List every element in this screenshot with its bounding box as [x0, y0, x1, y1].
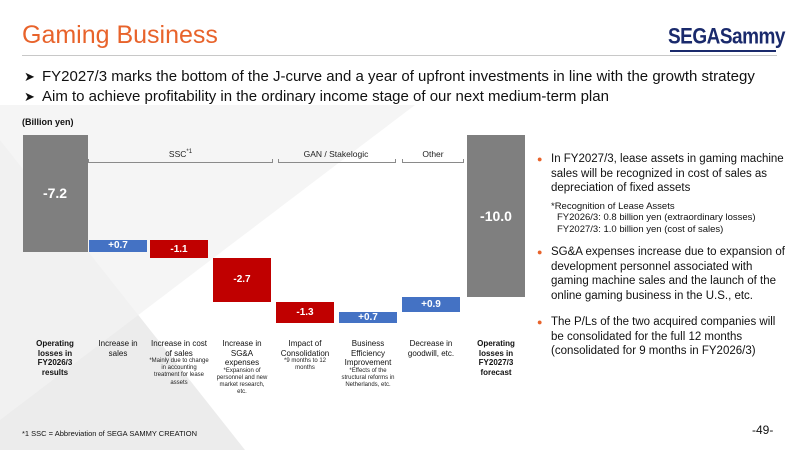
category-label-2: Increase in sales — [90, 339, 146, 358]
category-name: Impact of Consolidation — [280, 339, 330, 358]
group-bracket-other — [402, 159, 464, 163]
category-label-8: Operating losses in FY2027/3 forecast — [465, 339, 527, 377]
notes-panel: ● In FY2027/3, lease assets in gaming ma… — [537, 152, 787, 359]
bar-value-label: +0.9 — [421, 298, 441, 310]
bar-value-label: +0.7 — [108, 240, 128, 252]
bullet-dot-icon: ● — [537, 247, 543, 257]
lease-assets-note: *Recognition of Lease Assets FY2026/3: 0… — [551, 201, 787, 236]
bullet-dot-icon: ● — [537, 317, 543, 327]
bar-value-label: -2.7 — [233, 274, 251, 286]
category-name: Operating losses in FY2027/3 forecast — [477, 339, 515, 377]
bar-value-label: -1.1 — [170, 243, 188, 255]
waterfall-bar-2: +0.7 — [89, 240, 147, 252]
headline-bullets: ➤ FY2027/3 marks the bottom of the J-cur… — [24, 67, 755, 107]
category-label-1: Operating losses in FY2026/3 results — [25, 339, 85, 377]
waterfall-bar-5: -1.3 — [276, 301, 334, 323]
waterfall-bar-8: -10.0 — [467, 135, 525, 297]
waterfall-bar-6: +0.7 — [339, 311, 397, 323]
footnote: *1 SSC = Abbreviation of SEGA SAMMY CREA… — [22, 429, 198, 438]
group-bracket-gan — [278, 159, 396, 163]
note-item-3-text: The P/Ls of the two acquired companies w… — [551, 316, 776, 357]
sega-sammy-logo: SEGASammy — [668, 24, 785, 52]
category-name: Increase in SG&A expenses — [222, 339, 262, 367]
group-ssc-text: SSC — [168, 149, 187, 159]
waterfall-bar-4: -2.7 — [213, 258, 271, 302]
group-ssc-sup: *1 — [186, 149, 193, 156]
category-note: *Effects of the structural reforms in Ne… — [341, 367, 395, 388]
logo-underline — [670, 50, 776, 52]
bar-value-label: -1.3 — [296, 306, 314, 318]
note-item-1-text: In FY2027/3, lease assets in gaming mach… — [551, 153, 784, 194]
arrow-bullet-icon: ➤ — [24, 69, 35, 84]
bullet-2-text: Aim to achieve profitability in the ordi… — [42, 88, 609, 105]
note-item-2-text: SG&A expenses increase due to expansion … — [551, 246, 785, 302]
note-item-2: ● SG&A expenses increase due to expansio… — [537, 245, 787, 303]
lease-note-line-2: FY2027/3: 1.0 billion yen (cost of sales… — [557, 223, 724, 235]
group-bracket-ssc — [88, 159, 273, 163]
bar-value-label: -7.2 — [42, 185, 68, 202]
category-note: *9 months to 12 months — [283, 358, 327, 372]
note-item-1: ● In FY2027/3, lease assets in gaming ma… — [537, 152, 787, 196]
category-label-4: Increase in SG&A expenses *Expansion of p… — [214, 339, 270, 396]
bullet-2: ➤ Aim to achieve profitability in the or… — [24, 87, 755, 107]
category-name: Business Efficiency Improvement — [344, 339, 392, 367]
category-label-5: Impact of Consolidation *9 months to 12 m… — [276, 339, 334, 372]
note-item-3: ● The P/Ls of the two acquired companies… — [537, 315, 787, 359]
category-label-7: Decrease in goodwill, etc. — [401, 339, 461, 358]
category-label-6: Business Efficiency Improvement *Effects … — [337, 339, 399, 389]
category-name: Increase in cost of sales — [150, 339, 208, 358]
lease-note-title: *Recognition of Lease Assets — [551, 200, 675, 212]
waterfall-bar-1: -7.2 — [22, 135, 88, 252]
bar-value-label: -10.0 — [480, 208, 512, 224]
group-label-other: Other — [422, 149, 444, 159]
unit-label: (Billion yen) — [22, 117, 74, 127]
category-name: Increase in sales — [98, 339, 138, 358]
category-name: Operating losses in FY2026/3 results — [36, 339, 74, 377]
title-divider — [22, 55, 777, 56]
category-note: *Mainly due to change in accounting trea… — [149, 358, 209, 386]
waterfall-bar-7: +0.9 — [402, 297, 460, 312]
waterfall-bar-3: -1.1 — [150, 240, 208, 259]
page-title: Gaming Business — [22, 21, 218, 49]
category-label-3: Increase in cost of sales *Mainly due to … — [149, 339, 209, 387]
logo-text: SEGASammy — [668, 24, 785, 49]
group-label-ssc: SSC*1 — [88, 149, 273, 159]
category-note: *Expansion of personnel and new market r… — [216, 367, 268, 396]
bullet-1-text: FY2027/3 marks the bottom of the J-curve… — [42, 68, 755, 85]
category-name: Decrease in goodwill, etc. — [407, 339, 455, 358]
bar-value-label: +0.7 — [358, 311, 378, 323]
group-label-gan: GAN / Stakelogic — [303, 149, 369, 159]
bullet-1: ➤ FY2027/3 marks the bottom of the J-cur… — [24, 67, 755, 87]
arrow-bullet-icon: ➤ — [24, 89, 35, 104]
bullet-dot-icon: ● — [537, 154, 543, 164]
page-number: -49- — [752, 423, 774, 437]
lease-note-line-1: FY2026/3: 0.8 billion yen (extraordinary… — [557, 212, 756, 223]
